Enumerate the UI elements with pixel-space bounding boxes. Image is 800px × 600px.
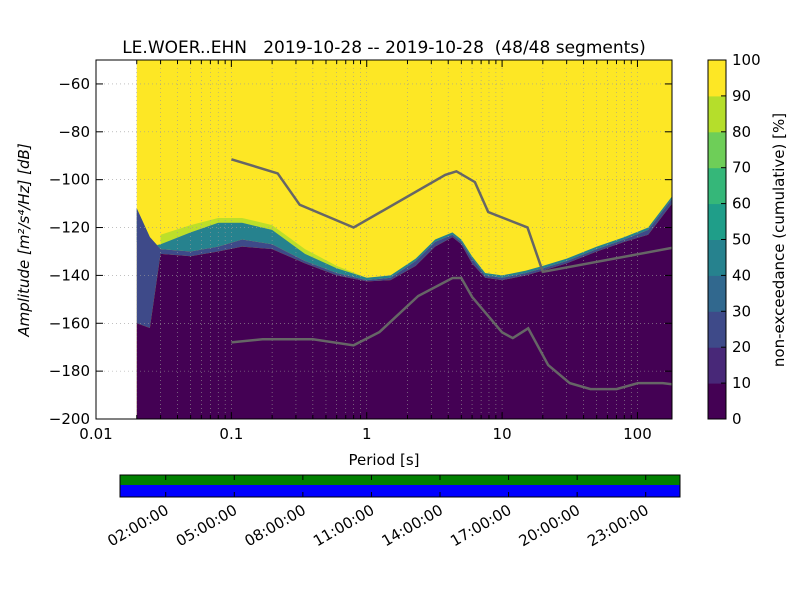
y-tick-label: −60 <box>58 75 90 93</box>
x-tick-label: 100 <box>623 425 652 443</box>
y-tick-label: −180 <box>49 362 90 380</box>
colorbar-tick-label: 40 <box>732 266 751 284</box>
colorbar-segment <box>708 203 726 240</box>
ppsd-region-low <box>136 198 672 329</box>
time-tick-label: 14:00:00 <box>379 501 446 550</box>
x-tick-label: 0.01 <box>79 425 112 443</box>
colorbar-tick-label: 100 <box>732 51 761 69</box>
x-tick-label: 0.1 <box>219 425 243 443</box>
colorbar-segment <box>708 311 726 348</box>
time-tick-label: 02:00:00 <box>104 501 171 550</box>
colorbar-tick-label: 30 <box>732 302 751 320</box>
time-tick-label: 11:00:00 <box>310 501 377 550</box>
nhnm-line <box>231 158 672 274</box>
colorbar-label: non-exceedance (cumulative) [%] <box>770 113 788 367</box>
x-axis-label: Period [s] <box>348 451 419 469</box>
colorbar-tick-label: 50 <box>732 231 751 249</box>
nlnm-line <box>231 276 672 391</box>
chart-title: LE.WOER..EHN 2019-10-28 -- 2019-10-28 (4… <box>122 38 646 58</box>
y-tick-label: −140 <box>49 266 90 284</box>
colorbar-segment <box>708 167 726 205</box>
colorbar-segment <box>708 60 726 97</box>
colorbar-segment <box>708 383 726 420</box>
ppsd-plot-area <box>95 59 673 420</box>
y-tick-label: −200 <box>49 410 90 428</box>
time-bar-frame <box>119 474 681 498</box>
x-tick-label: 10 <box>493 425 512 443</box>
time-coverage-bar: 02:00:00 05:00:00 08:00:00 11:00:00 14:00:00… <box>104 474 681 550</box>
psd-used-bar <box>120 485 680 497</box>
colorbar: 0 10 20 30 40 50 60 70 80 90 100 <box>707 51 761 428</box>
time-tick-label: 08:00:00 <box>242 501 309 550</box>
colorbar-tick-label: 0 <box>732 410 742 428</box>
colorbar-segment <box>708 131 726 169</box>
colorbar-tick-label: 90 <box>732 87 751 105</box>
colorbar-segment <box>708 239 726 276</box>
plot-frame <box>95 59 673 420</box>
y-tick-label: −80 <box>58 123 90 141</box>
time-tick-label: 05:00:00 <box>173 501 240 550</box>
colorbar-segment <box>708 95 726 133</box>
colorbar-tick-label: 60 <box>732 195 751 213</box>
colorbar-tick-label: 20 <box>732 338 751 356</box>
y-tick-label: −100 <box>49 171 90 189</box>
plot-clip-group <box>96 60 672 419</box>
colorbar-segment <box>708 347 726 384</box>
colorbar-segment <box>708 275 726 312</box>
x-axis: 0.01 0.1 1 10 100 <box>79 60 652 443</box>
y-axis: −200 −180 −160 −140 −120 −100 −80 −60 <box>49 75 672 428</box>
data-availability-bar <box>120 475 680 485</box>
ppsd-region-zero <box>136 203 672 419</box>
time-tick-label: 23:00:00 <box>584 501 651 550</box>
colorbar-tick-label: 80 <box>732 123 751 141</box>
y-axis-label: Amplitude [m²/s⁴/Hz] [dB] <box>15 143 33 337</box>
x-tick-label: 1 <box>362 425 372 443</box>
time-tick-label: 20:00:00 <box>516 501 583 550</box>
colorbar-tick-label: 70 <box>732 159 751 177</box>
y-tick-label: −120 <box>49 219 90 237</box>
time-tick-label: 17:00:00 <box>447 501 514 550</box>
y-tick-label: −160 <box>49 314 90 332</box>
ppsd-region-mid <box>136 196 672 281</box>
colorbar-tick-label: 10 <box>732 374 751 392</box>
